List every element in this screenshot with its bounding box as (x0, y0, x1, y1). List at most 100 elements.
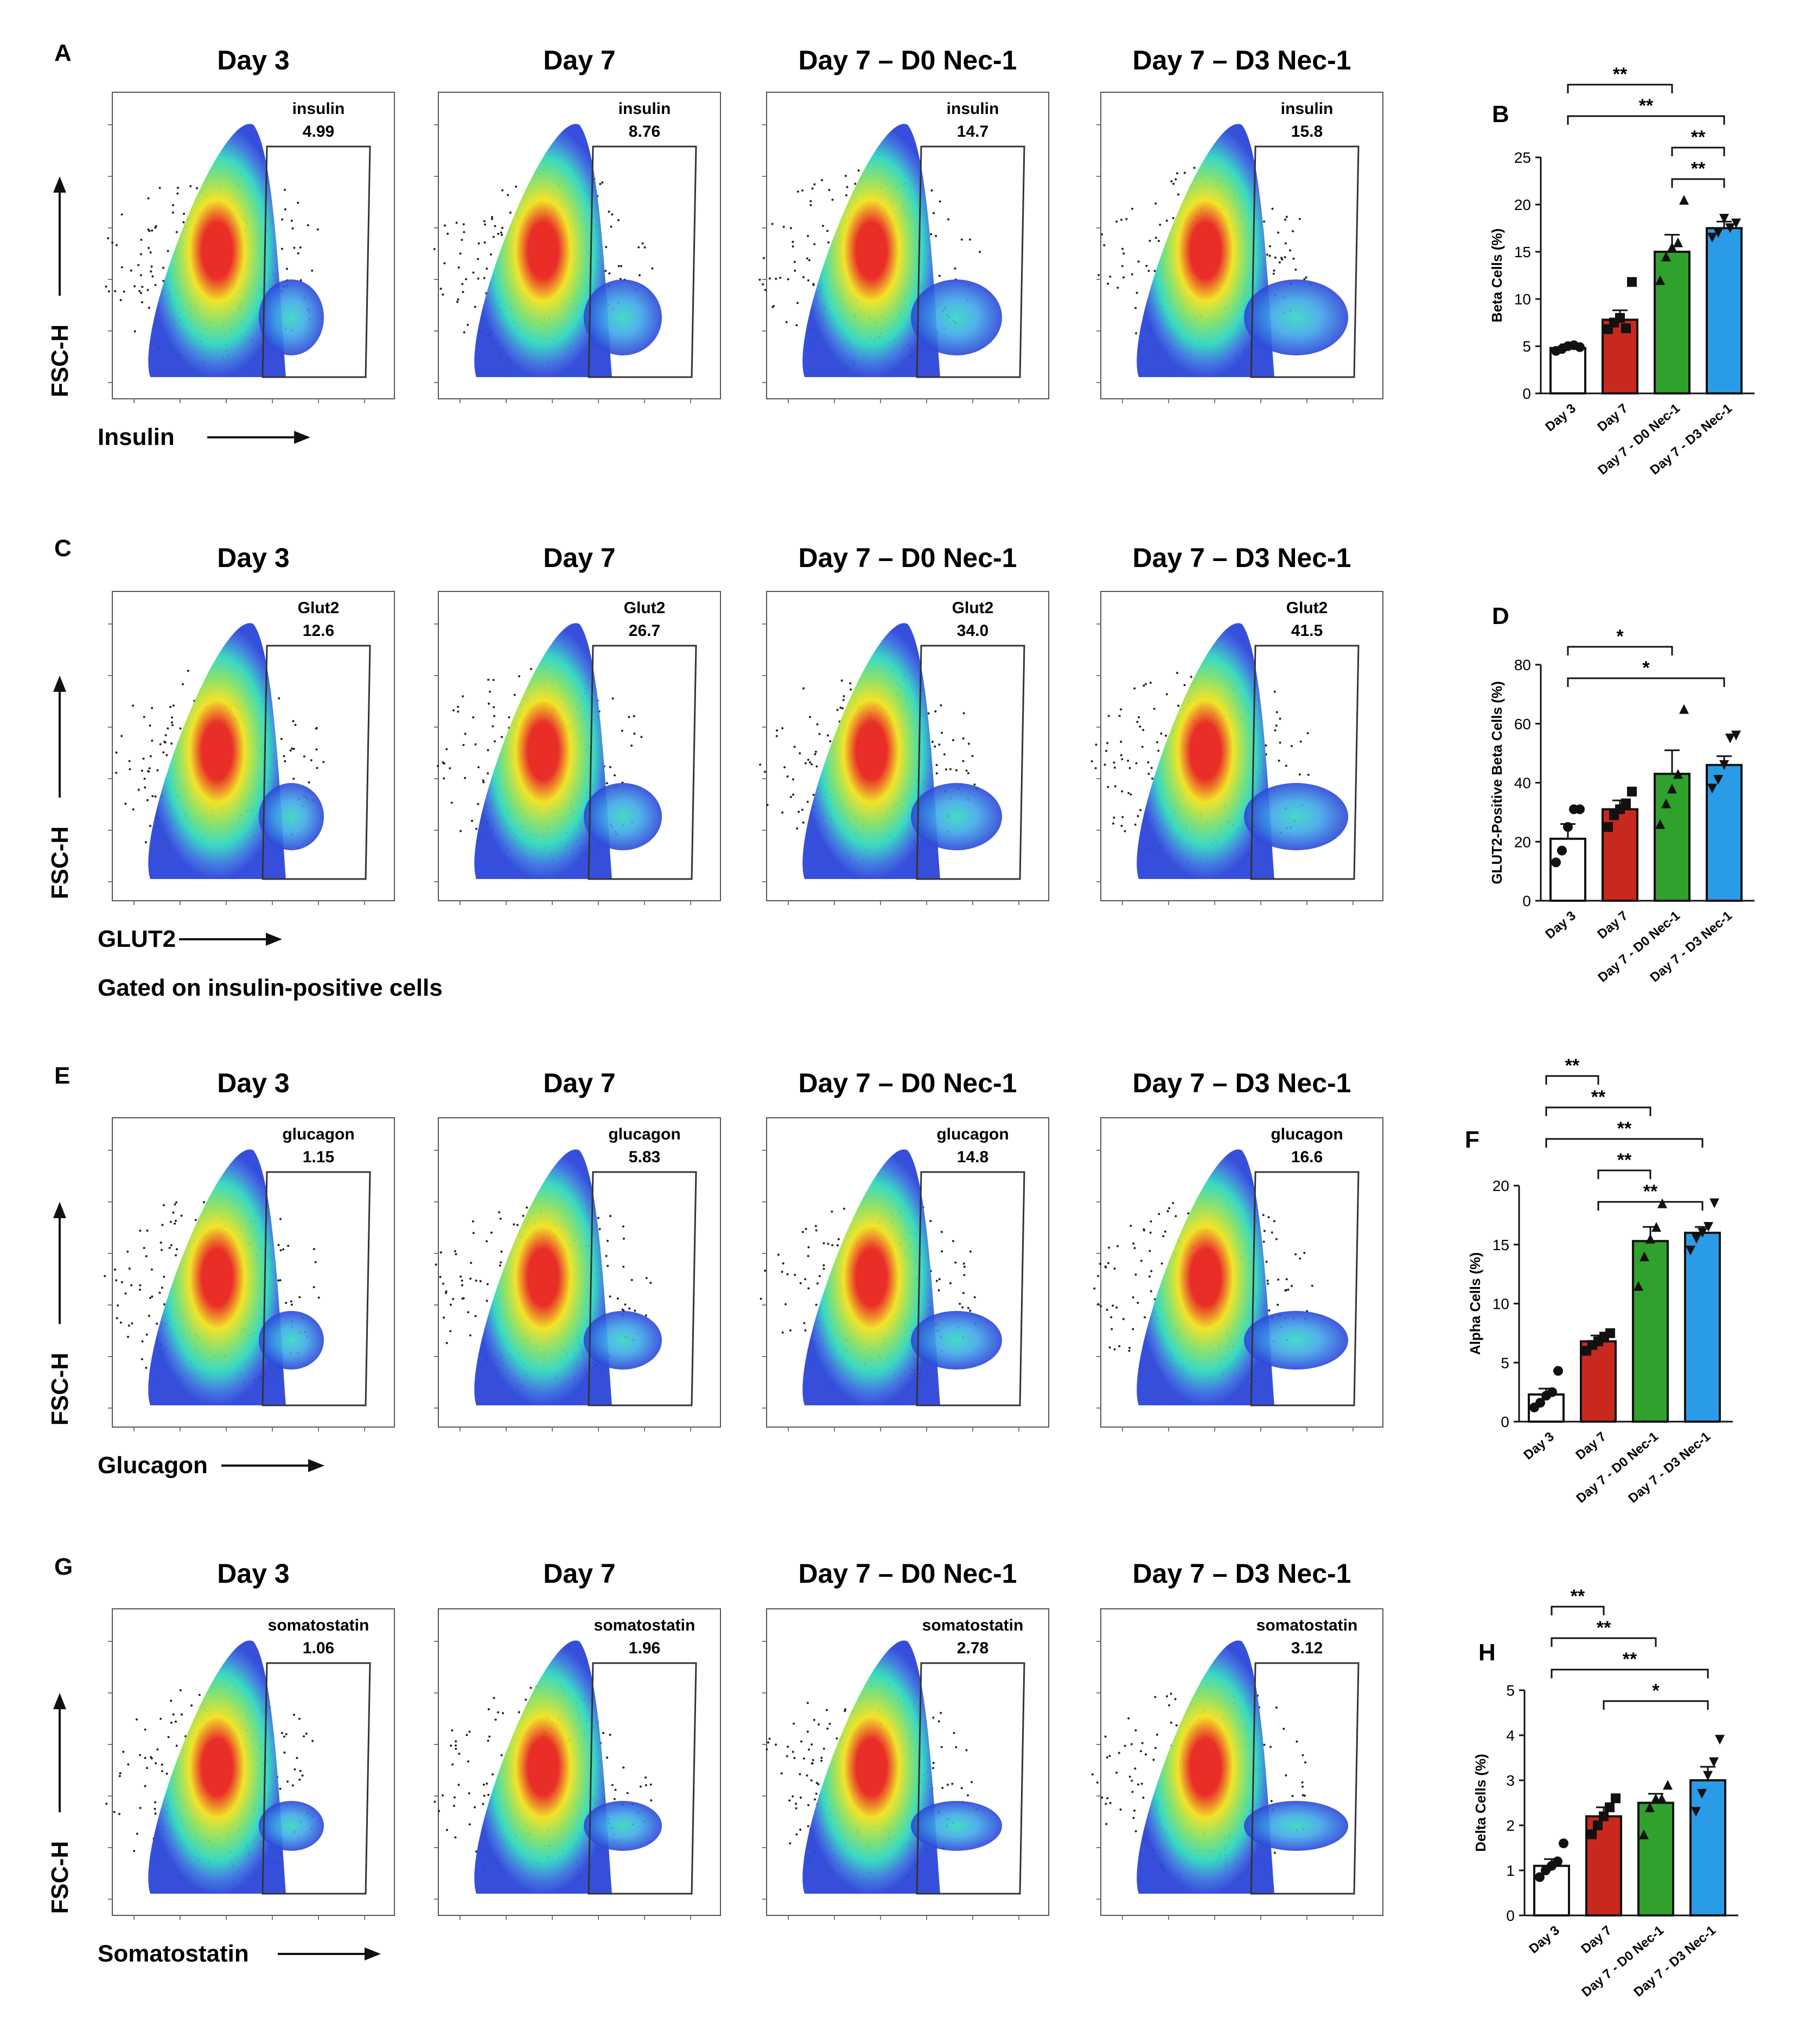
event-dot (844, 1708, 846, 1711)
event-dot (818, 1275, 821, 1278)
event-dot (762, 257, 765, 259)
event-dot (158, 187, 161, 189)
event-dot (1170, 1721, 1172, 1724)
event-dot (789, 227, 792, 230)
event-dot (467, 1311, 469, 1314)
data-point (1719, 214, 1729, 224)
event-dot (800, 1797, 802, 1799)
event-dot (1140, 1259, 1143, 1262)
event-dot (439, 1276, 442, 1278)
event-dot (500, 736, 503, 738)
event-dot (758, 278, 761, 281)
event-dot (857, 169, 860, 172)
data-point (1634, 1281, 1643, 1291)
event-dot (949, 1282, 952, 1284)
event-dot (935, 1279, 938, 1282)
event-dot (781, 1270, 783, 1273)
event-dot (793, 746, 796, 748)
event-dot (1285, 1774, 1287, 1776)
gate-label: Glut2 (1286, 599, 1328, 617)
event-dot (1147, 773, 1150, 775)
event-dot (965, 1749, 968, 1752)
plot-frame (1100, 1117, 1383, 1428)
flow-plot: Day 3 Glut2 12.6 (108, 543, 395, 905)
event-dot (457, 710, 460, 713)
event-dot (441, 1794, 444, 1797)
event-dot (818, 1723, 820, 1725)
event-dot (1176, 672, 1178, 674)
event-dot (170, 1244, 173, 1246)
event-dot (805, 762, 807, 765)
event-dot (962, 1262, 965, 1265)
event-dot (114, 290, 117, 292)
event-dot (1107, 282, 1109, 285)
event-dot (322, 761, 325, 763)
event-dot (621, 729, 623, 732)
event-dot (168, 1246, 171, 1249)
event-dot (795, 1807, 798, 1810)
event-dot (163, 1303, 165, 1306)
data-point (1575, 804, 1585, 814)
event-dot (149, 724, 151, 727)
gate-value: 12.6 (303, 622, 334, 640)
event-dot (1278, 759, 1280, 762)
event-dot (291, 1784, 294, 1787)
event-dot (285, 268, 288, 270)
event-dot (1154, 237, 1157, 239)
event-dot (1174, 1698, 1177, 1701)
data-point (1707, 784, 1717, 794)
event-dot (482, 781, 485, 784)
event-dot (1268, 254, 1271, 257)
event-dot (934, 710, 937, 713)
plot-frame (112, 92, 395, 399)
event-dot (1140, 1782, 1143, 1785)
data-point (1691, 1807, 1701, 1817)
event-dot (802, 822, 805, 824)
y-arrow-head (53, 1693, 66, 1709)
density-population (802, 1640, 940, 1894)
event-dot (482, 1783, 485, 1786)
event-dot (151, 229, 154, 232)
event-dot (1278, 261, 1281, 264)
event-dot (128, 760, 131, 762)
event-dot (826, 230, 829, 232)
event-dot (622, 1225, 624, 1228)
data-point (1655, 275, 1665, 285)
event-dot (486, 268, 488, 270)
event-dot (1285, 1289, 1287, 1291)
event-dot (133, 330, 136, 333)
event-dot (962, 760, 965, 762)
gate (916, 1171, 1025, 1406)
event-dot (815, 1781, 818, 1784)
event-dot (645, 1277, 648, 1279)
gate-value: 34.0 (957, 622, 988, 640)
x-axis-label: GLUT2 (98, 926, 176, 952)
plot-title: Day 7 – D0 Nec-1 (798, 1558, 1017, 1589)
event-dot (807, 1804, 809, 1806)
gate-label: somatostatin (594, 1616, 696, 1634)
event-dot (298, 1778, 301, 1781)
event-dot (1117, 286, 1119, 289)
gate-value: 15.8 (1291, 123, 1323, 141)
event-dot (146, 799, 149, 801)
event-dot (463, 231, 465, 233)
significance-bracket (1671, 178, 1725, 188)
gate-label: insulin (947, 100, 999, 118)
event-dot (1115, 1306, 1118, 1309)
event-dot (477, 766, 480, 769)
event-dot (286, 1780, 289, 1783)
gate-value: 4.99 (303, 123, 334, 141)
plot-frame (766, 1608, 1049, 1916)
event-dot (1304, 1794, 1306, 1797)
event-dot (154, 1812, 157, 1815)
density-population (474, 124, 612, 377)
event-dot (955, 1746, 958, 1748)
event-dot (835, 1737, 838, 1740)
event-dot (630, 1278, 633, 1281)
event-dot (1105, 749, 1108, 752)
event-dot (1132, 1328, 1134, 1330)
event-dot (1170, 180, 1173, 183)
event-dot (633, 715, 635, 717)
